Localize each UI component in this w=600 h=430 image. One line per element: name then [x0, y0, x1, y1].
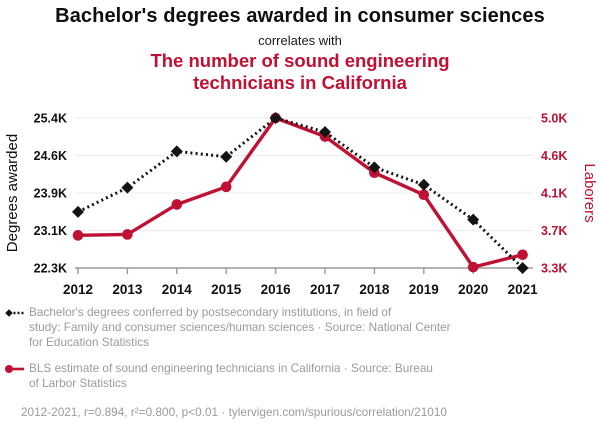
left-axis-title: Degrees awarded — [4, 134, 21, 252]
left-tick-label: 23.1K — [34, 224, 67, 238]
data-point-diamond — [220, 150, 233, 163]
solid-circle-legend-icon — [5, 364, 24, 373]
chart-canvas: 2012 2013 2014 2015 2016 2017 2018 2019 2020 2021… — [4, 111, 598, 297]
data-point-diamond — [417, 178, 430, 191]
gridlines — [75, 117, 533, 269]
data-point-circle — [418, 189, 430, 201]
data-point-diamond — [269, 112, 282, 124]
data-point-diamond — [170, 145, 183, 158]
x-tick-label: 2017 — [310, 282, 340, 297]
chart-subtitle: The number of sound engineering technicia… — [150, 50, 450, 93]
data-point-circle — [467, 261, 479, 273]
legend-item-laborers: BLS estimate of sound engineering techni… — [4, 361, 588, 391]
x-tick-label: 2015 — [211, 282, 242, 297]
data-point-diamond — [368, 161, 381, 174]
x-tick-label: 2014 — [162, 282, 193, 297]
left-tick-label: 25.4K — [34, 111, 67, 125]
dashed-diamond-legend-icon — [5, 309, 24, 317]
right-axis-title: Laborers — [581, 163, 598, 222]
left-tick-label: 23.9K — [34, 186, 67, 200]
page-title: Bachelor's degrees awarded in consumer s… — [55, 5, 545, 27]
x-tick-label: 2020 — [458, 282, 488, 297]
data-point-circle — [72, 230, 84, 241]
data-point-circle — [517, 249, 528, 261]
data-point-diamond — [72, 205, 84, 218]
x-tick-label: 2018 — [359, 282, 390, 297]
data-point-diamond — [319, 126, 331, 139]
right-tick-label: 4.6K — [541, 149, 567, 163]
left-tick-label: 22.3K — [34, 261, 67, 275]
x-tick-label: 2016 — [261, 282, 292, 297]
data-point-circle — [122, 229, 133, 240]
stats-footer: 2012-2021, r=0.894, r²=0.800, p<0.01 · t… — [21, 404, 447, 419]
x-tick-label: 2021 — [508, 282, 539, 297]
series-degrees — [72, 112, 529, 274]
right-tick-label: 3.3K — [541, 261, 567, 275]
right-tick-label: 3.7K — [541, 224, 567, 238]
legend-label-laborers: BLS estimate of sound engineering techni… — [29, 360, 433, 390]
series-line — [77, 116, 524, 269]
left-tick-label: 24.6K — [34, 149, 67, 163]
legend-item-degrees: Bachelor's degrees conferred by postseco… — [4, 305, 588, 350]
legend: Bachelor's degrees conferred by postseco… — [4, 305, 588, 420]
correlates-with-label: correlates with — [258, 33, 342, 48]
x-tick-label: 2012 — [63, 282, 93, 297]
data-point-circle — [171, 199, 183, 210]
right-tick-label: 4.1K — [541, 186, 567, 200]
data-point-diamond — [467, 213, 480, 226]
data-point-diamond — [121, 181, 134, 194]
x-tick-label: 2019 — [409, 282, 439, 297]
data-point-diamond — [516, 262, 529, 274]
data-point-circle — [220, 181, 232, 193]
right-tick-label: 5.0K — [541, 111, 567, 125]
x-tick-label: 2013 — [112, 282, 143, 297]
legend-label-degrees: Bachelor's degrees conferred by postseco… — [29, 305, 451, 349]
x-axis: 2012 2013 2014 2015 2016 2017 2018 2019 2020 2021 — [63, 267, 539, 297]
